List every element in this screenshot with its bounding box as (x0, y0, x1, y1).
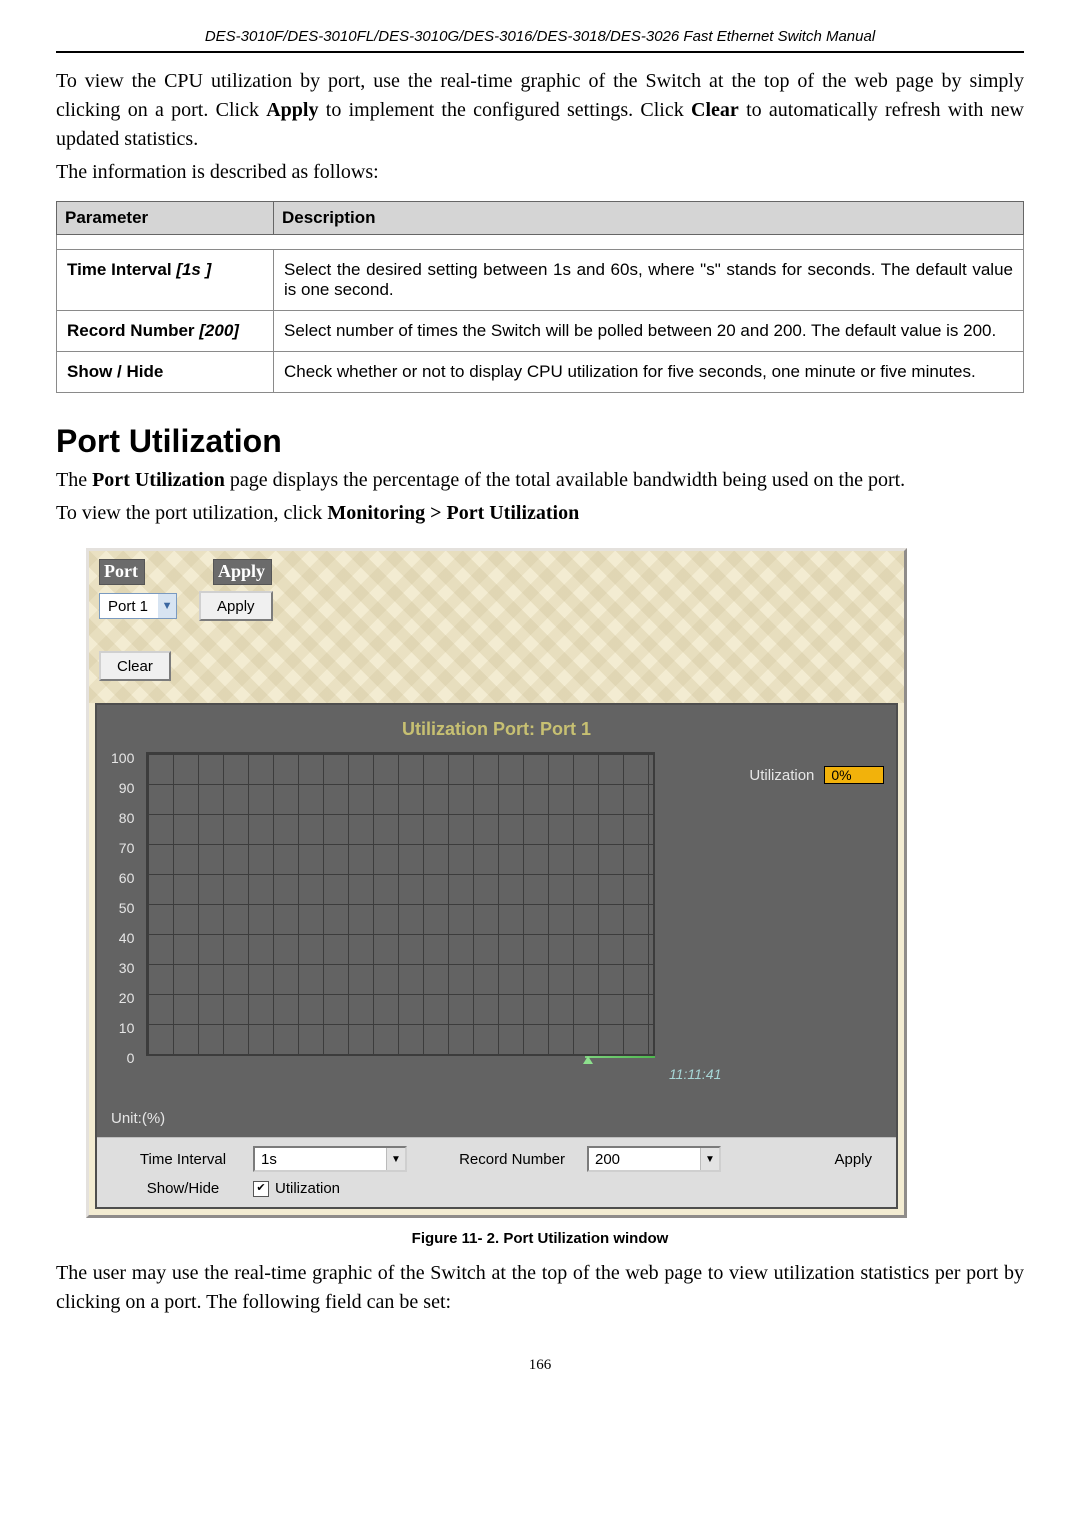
chart-panel: Utilization Port: Port 1 100 90 80 70 60… (95, 703, 898, 1209)
param-desc-1: Select number of times the Switch will b… (274, 311, 1024, 352)
clear-button[interactable]: Clear (99, 651, 171, 681)
time-interval-select[interactable]: 1s ▼ (253, 1146, 407, 1172)
ytick: 30 (119, 962, 135, 992)
param-name-0: Time Interval (67, 260, 172, 279)
section-title: Port Utilization (56, 423, 1024, 460)
intro-apply-word: Apply (266, 99, 318, 121)
ytick: 100 (111, 752, 134, 782)
figure-top-panel: Port Apply Port 1 ▼ Apply Clear (89, 551, 904, 703)
time-interval-value: 1s (255, 1151, 283, 1168)
record-number-label: Record Number (437, 1151, 587, 1168)
table-row: Show / Hide Check whether or not to disp… (57, 352, 1024, 393)
time-interval-label: Time Interval (113, 1151, 253, 1168)
param-default-0: [1s ] (172, 260, 212, 279)
section-para-c: page displays the percentage of the tota… (225, 469, 905, 491)
section-para-a: The (56, 469, 92, 491)
chevron-down-icon: ▼ (700, 1148, 719, 1170)
utilization-checkbox[interactable]: ✔ (253, 1181, 269, 1197)
ytick: 40 (119, 932, 135, 962)
section-paragraph-2: To view the port utilization, click Moni… (56, 499, 1024, 528)
chevron-down-icon: ▼ (386, 1148, 405, 1170)
param-name-1: Record Number (67, 321, 195, 340)
intro-paragraph-1: To view the CPU utilization by port, use… (56, 67, 1024, 154)
section-para2-a: To view the port utilization, click (56, 502, 327, 524)
chart-grid (146, 752, 655, 1056)
param-default-1: [200] (195, 321, 239, 340)
ytick: 80 (119, 812, 135, 842)
record-number-value: 200 (589, 1151, 626, 1168)
param-table-head-row: Parameter Description (57, 202, 1024, 235)
table-row: Record Number [200] Select number of tim… (57, 311, 1024, 352)
ytick: 70 (119, 842, 135, 872)
port-select[interactable]: Port 1 ▼ (99, 593, 177, 619)
showhide-label: Show/Hide (113, 1180, 253, 1197)
col-header-apply: Apply (213, 559, 272, 585)
param-desc-2: Check whether or not to display CPU util… (274, 352, 1024, 393)
chart-grid-area: 100 90 80 70 60 50 40 30 20 10 0 (111, 752, 721, 1082)
ytick: 90 (119, 782, 135, 812)
chart-marker-line (585, 1056, 655, 1058)
section-para-b: Port Utilization (92, 469, 225, 491)
apply-button[interactable]: Apply (199, 591, 273, 621)
section-para2-b: Monitoring > Port Utilization (327, 502, 579, 524)
table-row: Time Interval [1s ] Select the desired s… (57, 250, 1024, 311)
closing-paragraph: The user may use the real-time graphic o… (56, 1259, 1024, 1317)
port-utilization-figure: Port Apply Port 1 ▼ Apply Clear Utilizat… (86, 548, 1024, 1218)
bottom-apply-label[interactable]: Apply (834, 1151, 880, 1168)
page-number: 166 (56, 1357, 1024, 1374)
ytick: 10 (119, 1022, 135, 1052)
intro-p1-c: to implement the configured settings. Cl… (318, 99, 691, 121)
param-table-spacer (57, 235, 1024, 250)
param-desc-0: Select the desired setting between 1s an… (274, 250, 1024, 311)
ytick: 50 (119, 902, 135, 932)
param-name-2: Show / Hide (67, 362, 163, 381)
param-th-description: Description (274, 202, 1024, 235)
legend-label: Utilization (749, 767, 814, 784)
chart-bottom-controls: Time Interval 1s ▼ Record Number 200 ▼ A… (97, 1137, 896, 1207)
record-number-select[interactable]: 200 ▼ (587, 1146, 721, 1172)
chevron-down-icon: ▼ (158, 594, 176, 618)
col-header-port: Port (99, 559, 145, 585)
parameter-table: Parameter Description Time Interval [1s … (56, 201, 1024, 393)
chart-unit-label: Unit:(%) (111, 1110, 882, 1127)
intro-paragraph-2: The information is described as follows: (56, 158, 1024, 187)
chart-marker-icon (583, 1056, 593, 1064)
port-select-value: Port 1 (100, 598, 158, 615)
ytick: 60 (119, 872, 135, 902)
ytick: 0 (127, 1052, 135, 1064)
chart-timestamp: 11:11:41 (146, 1066, 721, 1082)
param-th-parameter: Parameter (57, 202, 274, 235)
intro-clear-word: Clear (691, 99, 739, 121)
header-rule (56, 51, 1024, 53)
doc-header: DES-3010F/DES-3010FL/DES-3010G/DES-3016/… (56, 28, 1024, 51)
ytick: 20 (119, 992, 135, 1022)
figure-caption: Figure 11- 2. Port Utilization window (56, 1230, 1024, 1247)
chart-legend: Utilization 0% (749, 766, 884, 784)
section-paragraph-1: The Port Utilization page displays the p… (56, 466, 1024, 495)
legend-value: 0% (824, 766, 884, 784)
chart-y-axis: 100 90 80 70 60 50 40 30 20 10 0 (111, 752, 146, 1082)
chart-title: Utilization Port: Port 1 (111, 719, 882, 740)
utilization-checkbox-label: Utilization (275, 1180, 340, 1197)
